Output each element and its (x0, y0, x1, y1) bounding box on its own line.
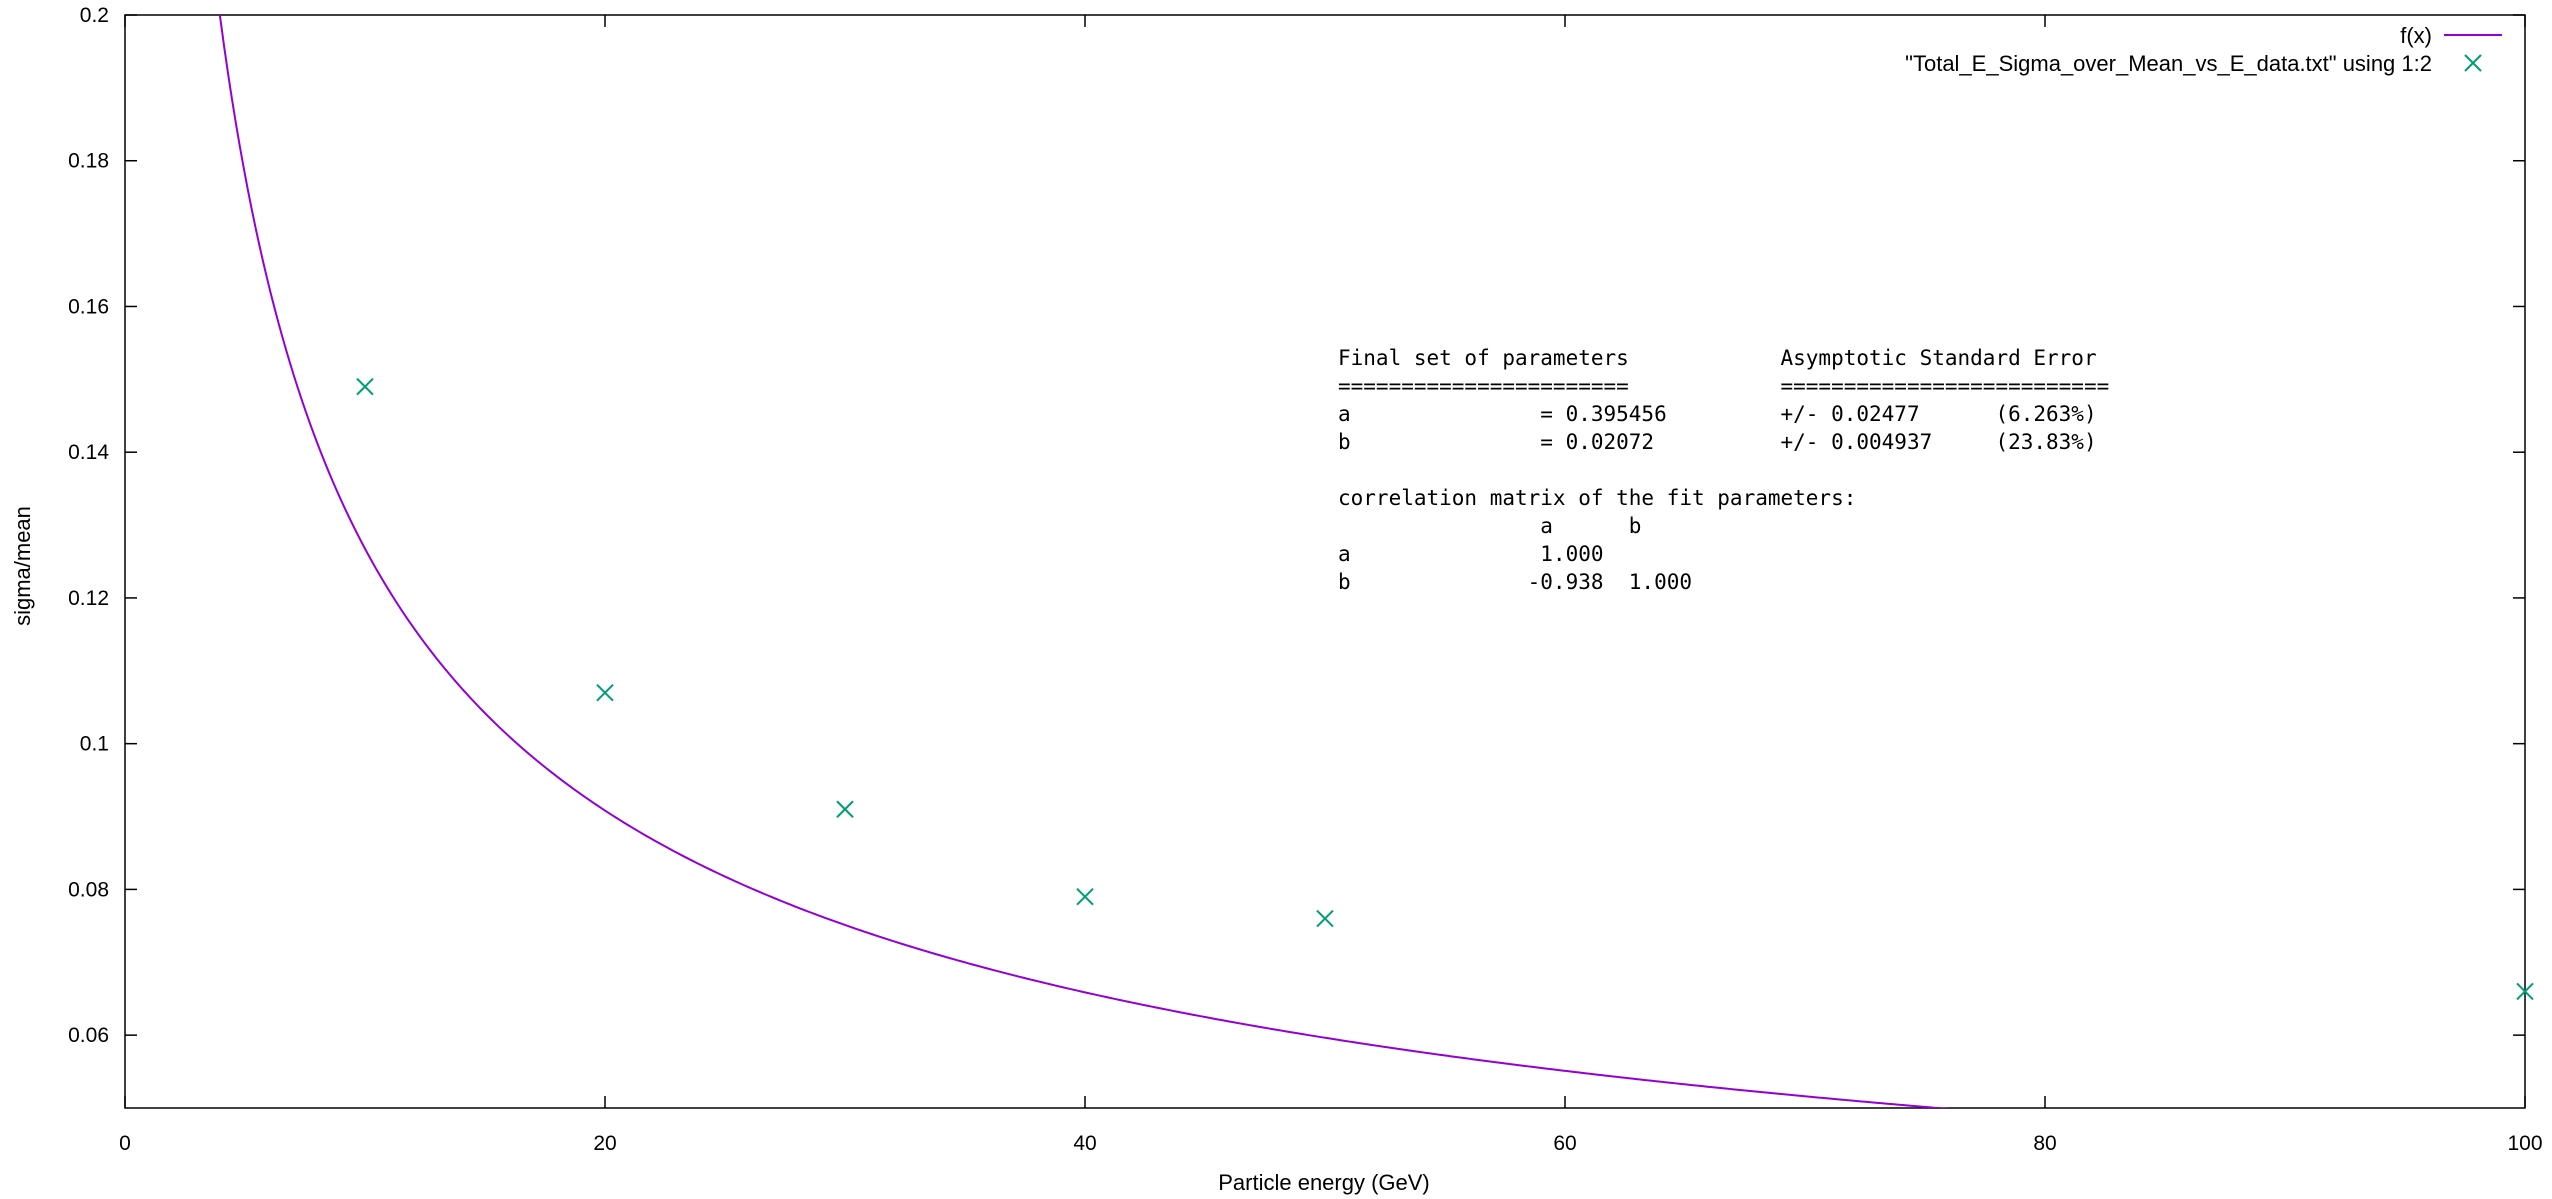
legend-label-fx: f(x) (2400, 23, 2432, 48)
fit-line: a b (1338, 514, 1641, 538)
data-point (2516, 982, 2534, 1001)
x-tick-label: 60 (1553, 1132, 1576, 1155)
data-point-stroke (1076, 887, 1094, 906)
data-point-stroke (836, 800, 854, 818)
y-tick-label: 0.08 (68, 878, 109, 901)
y-tick-label: 0.16 (68, 295, 109, 318)
y-axis-label: sigma/mean (10, 506, 35, 626)
x-axis-label: Particle energy (GeV) (1218, 1170, 1430, 1195)
fit-line: correlation matrix of the fit parameters… (1338, 486, 1856, 510)
y-tick-label: 0.06 (68, 1024, 109, 1047)
data-point (596, 683, 614, 702)
fit-line: b = 0.02072 +/- 0.004937 (23.83%) (1338, 430, 2097, 454)
fit-results-annotation: Final set of parameters Asymptotic Stand… (1338, 346, 2109, 594)
data-point-stroke (596, 683, 614, 702)
x-tick-label: 80 (2033, 1132, 2056, 1155)
y-tick-label: 0.18 (68, 150, 109, 173)
y-tick-label: 0.2 (80, 4, 109, 27)
data-point (356, 377, 374, 396)
data-point-stroke (2516, 982, 2534, 1001)
fit-line: b -0.938 1.000 (1338, 570, 1692, 594)
fit-line: a 1.000 (1338, 542, 1604, 566)
fit-line: a = 0.395456 +/- 0.02477 (6.263%) (1338, 402, 2097, 426)
data-point (1076, 887, 1094, 906)
data-point-stroke (356, 377, 374, 396)
plot-frame (124, 14, 2526, 1109)
ticks-layer: 0 20 40 60 80 100 0.06 0.08 0.1 0.12 0.14 0.16 0.18 0… (68, 4, 2542, 1155)
x-tick-label: 0 (119, 1132, 131, 1155)
legend: f(x) "Total_E_Sigma_over_Mean_vs_E_data.… (1905, 23, 2502, 76)
x-tick-label: 100 (2507, 1132, 2542, 1155)
data-point (1316, 909, 1334, 928)
y-tick-label: 0.1 (80, 733, 109, 756)
legend-label-data: "Total_E_Sigma_over_Mean_vs_E_data.txt" … (1905, 51, 2432, 76)
fit-line: Final set of parameters Asymptotic Stand… (1338, 346, 2097, 370)
data-point (836, 800, 854, 818)
x-tick-label: 40 (1073, 1132, 1096, 1155)
series-line-fx (218, 15, 1950, 1108)
y-tick-label: 0.12 (68, 587, 109, 610)
fit-line: ======================= ================… (1338, 374, 2109, 398)
x-tick-label: 20 (593, 1132, 616, 1155)
data-point-stroke (1316, 909, 1334, 928)
series-layer (218, 15, 2534, 1108)
y-tick-label: 0.14 (68, 441, 109, 464)
legend-marker-data (2464, 54, 2482, 72)
